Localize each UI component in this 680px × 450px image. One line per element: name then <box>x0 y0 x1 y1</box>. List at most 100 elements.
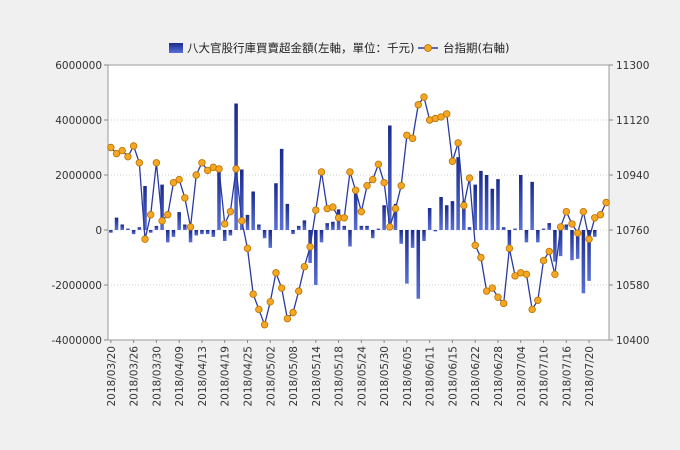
x-axis-tick-label: 2018/05/14 <box>311 346 323 407</box>
line-point <box>499 299 508 308</box>
bar <box>393 203 398 231</box>
bar <box>314 230 318 285</box>
x-axis-tick-label: 2018/06/11 <box>425 346 437 407</box>
line-point <box>175 175 183 184</box>
bar <box>547 223 551 231</box>
bar <box>388 125 392 230</box>
line-point <box>260 321 269 329</box>
line-point <box>289 308 297 317</box>
line-point <box>226 207 235 216</box>
bar <box>558 230 563 257</box>
bar <box>285 203 290 231</box>
x-axis-tick-label: 2018/04/19 <box>220 346 232 407</box>
line-point <box>329 203 337 211</box>
bar <box>177 212 181 231</box>
line-point <box>238 217 246 225</box>
line-point <box>391 204 400 213</box>
line-point <box>579 207 588 216</box>
bar <box>410 230 415 248</box>
bar <box>302 220 307 230</box>
line-point <box>249 290 257 298</box>
legend-bar-swatch <box>169 43 183 53</box>
x-axis-tick-label: 2018/03/30 <box>151 346 163 407</box>
bar <box>205 230 210 235</box>
line-point <box>539 256 548 265</box>
line-point <box>158 217 166 225</box>
x-axis-tick-label: 2018/06/05 <box>402 346 414 407</box>
bar <box>268 230 273 248</box>
line-point <box>124 152 132 161</box>
bar <box>137 227 142 230</box>
line-point <box>562 207 570 216</box>
bar <box>564 224 569 230</box>
line-point <box>317 168 326 176</box>
bar <box>166 230 170 243</box>
line-point <box>528 305 536 314</box>
line-point <box>568 220 576 228</box>
line-point <box>221 220 229 228</box>
x-axis-tick-label: 2018/05/24 <box>356 346 368 407</box>
line-point <box>203 166 212 175</box>
bar <box>456 157 460 231</box>
bar <box>131 230 136 235</box>
x-axis-tick-label: 2018/07/16 <box>561 346 573 407</box>
bar <box>222 230 227 241</box>
right-axis-tick-label: 10580 <box>616 280 649 292</box>
left-axis-tick-label: -2000000 <box>51 280 102 292</box>
line-point <box>488 284 496 292</box>
x-axis-tick-label: 2018/05/18 <box>334 346 346 407</box>
x-axis-tick-label: 2018/07/20 <box>584 346 596 407</box>
legend-bar-label: 八大官股行庫買賣超金額(左軸，單位：千元) <box>187 41 414 55</box>
bar <box>416 230 421 299</box>
line-point <box>591 214 599 222</box>
line-point <box>346 168 354 176</box>
line-point <box>380 178 388 187</box>
line-point <box>596 211 605 219</box>
bar <box>114 217 119 231</box>
left-axis-tick-label: 0 <box>95 225 102 237</box>
bar <box>382 205 386 230</box>
legend-marker-swatch <box>424 44 432 52</box>
x-axis-tick-label: 2018/04/13 <box>197 346 209 407</box>
x-axis-tick-label: 2018/06/28 <box>493 346 505 407</box>
x-axis-tick-label: 2018/04/09 <box>174 346 186 407</box>
line-point <box>295 287 303 295</box>
bar <box>427 208 432 230</box>
line-point <box>118 146 126 155</box>
line-point <box>471 241 479 249</box>
bar <box>120 224 124 230</box>
line-point <box>141 235 149 243</box>
bar <box>473 184 477 231</box>
x-axis-tick-label: 2018/03/20 <box>106 346 118 407</box>
bar <box>575 230 580 259</box>
bar <box>274 183 278 230</box>
line-point <box>443 110 451 118</box>
bar <box>399 230 403 244</box>
bar <box>479 170 483 231</box>
bar <box>450 201 455 231</box>
bar <box>348 230 352 247</box>
right-axis-tick-label: 10940 <box>616 170 649 182</box>
bar <box>490 188 495 230</box>
bar <box>570 230 574 261</box>
line-point <box>215 165 223 173</box>
bar <box>541 228 546 231</box>
bar <box>359 225 364 231</box>
line-point <box>169 178 178 187</box>
left-axis-tick-label: 4000000 <box>55 115 102 127</box>
bar <box>217 169 221 230</box>
right-axis-tick-label: 11300 <box>616 60 649 72</box>
line-point <box>306 243 314 251</box>
line-point <box>494 293 502 301</box>
bar <box>154 225 159 231</box>
bar <box>240 169 244 230</box>
bar <box>342 225 347 231</box>
line-point <box>477 253 485 262</box>
left-axis: 6000000 4000000 2000000 0 -2000000 -4000000 <box>51 60 108 347</box>
line-point <box>602 198 610 207</box>
line-point <box>397 181 405 190</box>
left-axis-tick-label: -4000000 <box>51 335 102 347</box>
bar <box>291 230 295 235</box>
left-axis-tick-label: 6000000 <box>55 60 102 72</box>
line-point <box>243 244 252 253</box>
